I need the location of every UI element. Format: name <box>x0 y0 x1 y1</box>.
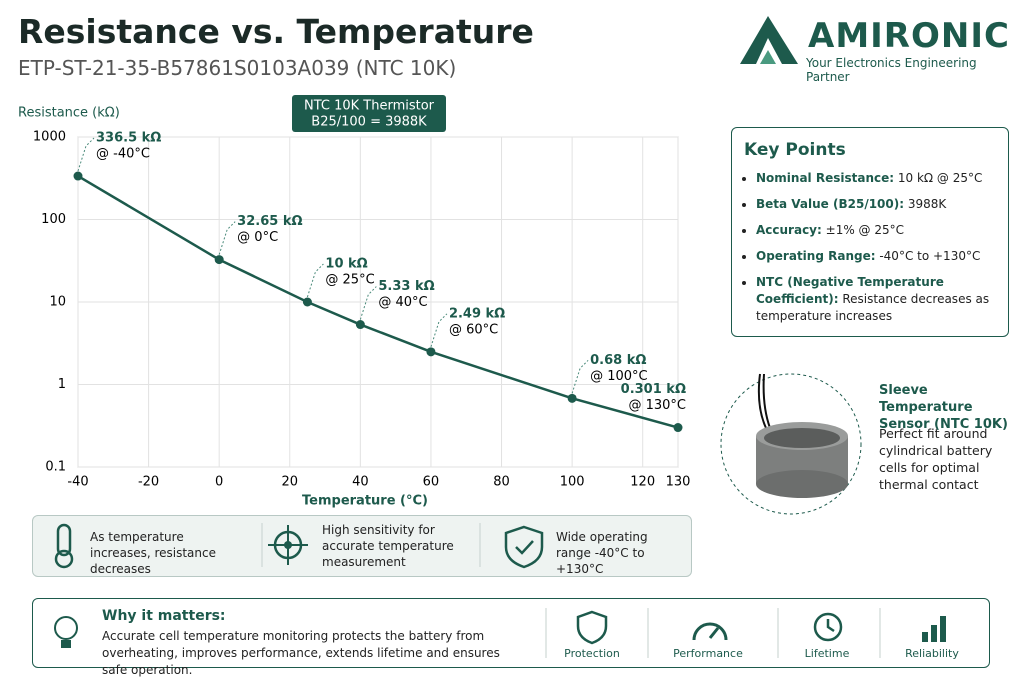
value-label: 32.65 kΩ <box>237 214 302 229</box>
key-point-label: Operating Range: <box>756 249 876 263</box>
key-point-label: Accuracy: <box>756 223 822 237</box>
benefit-label: Performance <box>673 647 743 660</box>
x-tick-label: 60 <box>423 475 440 490</box>
why-icons <box>54 608 946 658</box>
key-point: NTC (Negative Temperature Coefficient): … <box>756 274 996 325</box>
x-tick-label: 120 <box>630 475 655 490</box>
value-label: 336.5 kΩ <box>96 131 161 146</box>
why-text: Accurate cell temperature monitoring pro… <box>102 629 500 677</box>
leader <box>77 137 95 172</box>
why-title: Why it matters: <box>102 608 226 624</box>
y-tick-label: 1 <box>58 377 66 392</box>
annotation: NTC 10K Thermistor <box>304 99 435 114</box>
x-value-label: @ 40°C <box>378 295 427 310</box>
key-point-label: Beta Value (B25/100): <box>756 197 905 211</box>
value-label: 2.49 kΩ <box>449 306 505 321</box>
sensor-title: Sleeve Temperature Sensor (NTC 10K) <box>879 383 1008 432</box>
x-tick-label: 40 <box>352 475 369 490</box>
x-tick-label: 130 <box>666 475 691 490</box>
feature-text: Wide operating range -40°C to +130°C <box>556 530 648 576</box>
feature-text: As temperature increases, resistance dec… <box>90 530 216 576</box>
key-point-label: NTC (Negative Temperature Coefficient): <box>756 275 944 306</box>
key-point-text: 3988K <box>907 197 947 211</box>
y-tick-label: 0.1 <box>45 460 66 475</box>
leader <box>306 263 324 298</box>
x-value-label: @ 60°C <box>449 322 498 337</box>
x-value-label: @ 100°C <box>590 369 648 384</box>
point <box>214 255 224 265</box>
point <box>73 171 83 181</box>
value-label: 0.301 kΩ <box>621 382 686 397</box>
subtitle: ETP-ST-21-35-B57861S0103A039 (NTC 10K) <box>18 56 457 80</box>
feature-icons <box>54 523 544 569</box>
benefit-label: Lifetime <box>804 647 850 660</box>
point <box>302 297 312 307</box>
leader <box>359 286 377 320</box>
benefit-label: Protection <box>564 647 620 660</box>
y-axis-label: Resistance (kΩ) <box>18 106 120 121</box>
y-tick-label: 1000 <box>33 130 66 145</box>
leader <box>571 359 589 394</box>
features-bar <box>32 515 692 577</box>
title: Resistance vs. Temperature <box>18 12 534 51</box>
x-value-label: @ 0°C <box>237 230 278 245</box>
point <box>426 347 436 357</box>
sensor-image <box>720 373 862 515</box>
chart: Resistance (kΩ) Temperature (°C) NTC 10K… <box>18 95 691 509</box>
x-value-label: @ 25°C <box>325 273 374 288</box>
x-tick-label: 20 <box>281 475 298 490</box>
key-point-text: 10 kΩ @ 25°C <box>897 171 983 185</box>
y-tick-label: 100 <box>41 212 66 227</box>
key-point: Beta Value (B25/100): 3988K <box>756 196 996 213</box>
x-value-label: @ 130°C <box>628 398 686 413</box>
point <box>355 320 365 330</box>
x-value-label: @ -40°C <box>96 147 150 162</box>
value-label: 0.68 kΩ <box>590 353 646 368</box>
x-tick-label: 100 <box>560 475 585 490</box>
value-label: 5.33 kΩ <box>378 279 434 294</box>
key-point: Operating Range: -40°C to +130°C <box>756 248 996 265</box>
logo <box>740 16 798 64</box>
leader <box>430 313 448 347</box>
annotation: B25/100 = 3988K <box>311 115 427 130</box>
brand-name: AMIRONIC <box>808 16 1010 56</box>
why-box <box>32 598 990 668</box>
x-tick-label: 0 <box>215 475 223 490</box>
point <box>673 423 683 433</box>
key-points-title: Key Points <box>744 140 846 160</box>
key-points-list: Nominal Resistance: 10 kΩ @ 25°C Beta Val… <box>744 170 996 325</box>
key-point-label: Nominal Resistance: <box>756 171 895 185</box>
x-tick-label: -20 <box>138 475 159 490</box>
x-tick-label: 80 <box>493 475 510 490</box>
key-points: Key Points Nominal Resistance: 10 kΩ @ 2… <box>731 127 1009 337</box>
key-point-text: ±1% @ 25°C <box>825 223 905 237</box>
key-point: Nominal Resistance: 10 kΩ @ 25°C <box>756 170 996 187</box>
feature-text: High sensitivity for accurate temperatur… <box>322 523 454 569</box>
brand-tagline: Your Electronics Engineering Partner <box>806 56 977 84</box>
leader <box>218 221 236 255</box>
value-label: 10 kΩ <box>325 257 367 272</box>
key-point-text: Resistance decreases as temperature incr… <box>756 292 990 323</box>
benefit-label: Reliability <box>905 647 959 660</box>
sensor-text: Perfect fit around cylindrical battery c… <box>879 426 993 492</box>
y-tick-label: 10 <box>49 295 66 310</box>
key-point: Accuracy: ±1% @ 25°C <box>756 222 996 239</box>
x-axis-label: Temperature (°C) <box>302 494 428 509</box>
annotation-box <box>292 95 446 132</box>
x-tick-label: -40 <box>67 475 88 490</box>
point <box>567 393 577 403</box>
key-point-text: -40°C to +130°C <box>879 249 981 263</box>
